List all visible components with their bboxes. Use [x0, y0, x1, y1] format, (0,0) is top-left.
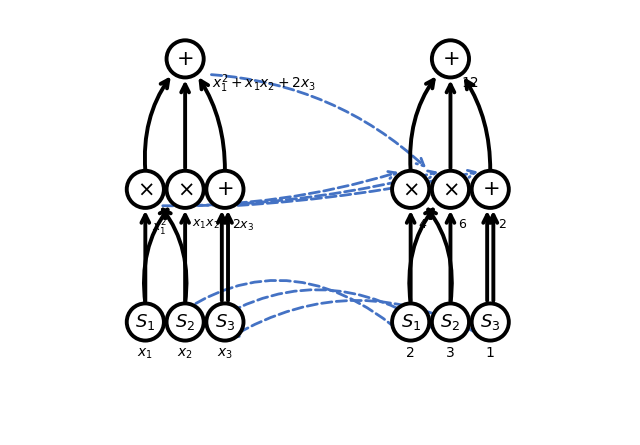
Circle shape [206, 171, 243, 208]
Text: $S_3$: $S_3$ [480, 312, 500, 332]
Text: $x_1^2$: $x_1^2$ [152, 218, 167, 238]
Text: $\times$: $\times$ [403, 179, 419, 199]
Text: $x_1x_2$: $x_1x_2$ [192, 218, 220, 231]
Circle shape [166, 40, 204, 77]
Text: $+$: $+$ [481, 179, 499, 199]
Text: $\times$: $\times$ [442, 179, 459, 199]
Circle shape [166, 171, 204, 208]
Circle shape [127, 303, 164, 340]
Circle shape [166, 303, 204, 340]
Circle shape [432, 40, 469, 77]
Text: 3: 3 [446, 346, 455, 360]
Circle shape [392, 303, 429, 340]
Text: $+$: $+$ [216, 179, 234, 199]
Text: $S_1$: $S_1$ [135, 312, 156, 332]
Text: $x_2$: $x_2$ [177, 346, 193, 361]
Circle shape [432, 171, 469, 208]
Circle shape [392, 171, 429, 208]
Text: 2: 2 [406, 346, 415, 360]
Text: $x_1^2 + x_1x_2 + 2x_3$: $x_1^2 + x_1x_2 + 2x_3$ [212, 72, 316, 94]
Circle shape [472, 171, 509, 208]
Circle shape [127, 171, 164, 208]
Text: 2: 2 [498, 218, 506, 231]
Circle shape [472, 303, 509, 340]
Text: 4: 4 [419, 218, 426, 231]
Text: $\times$: $\times$ [137, 179, 154, 199]
Text: $S_3$: $S_3$ [215, 312, 235, 332]
Text: $x_1$: $x_1$ [138, 346, 153, 361]
Text: $S_2$: $S_2$ [440, 312, 461, 332]
Text: $x_3$: $x_3$ [217, 346, 233, 361]
Text: $2x_3$: $2x_3$ [232, 218, 254, 233]
Text: $+$: $+$ [442, 49, 459, 69]
Text: $S_2$: $S_2$ [175, 312, 195, 332]
Circle shape [206, 303, 243, 340]
Text: 12: 12 [461, 76, 479, 90]
Circle shape [432, 303, 469, 340]
Text: $+$: $+$ [177, 49, 194, 69]
Text: $S_1$: $S_1$ [401, 312, 421, 332]
Text: 6: 6 [458, 218, 467, 231]
Text: 1: 1 [486, 346, 495, 360]
Text: $\times$: $\times$ [177, 179, 193, 199]
